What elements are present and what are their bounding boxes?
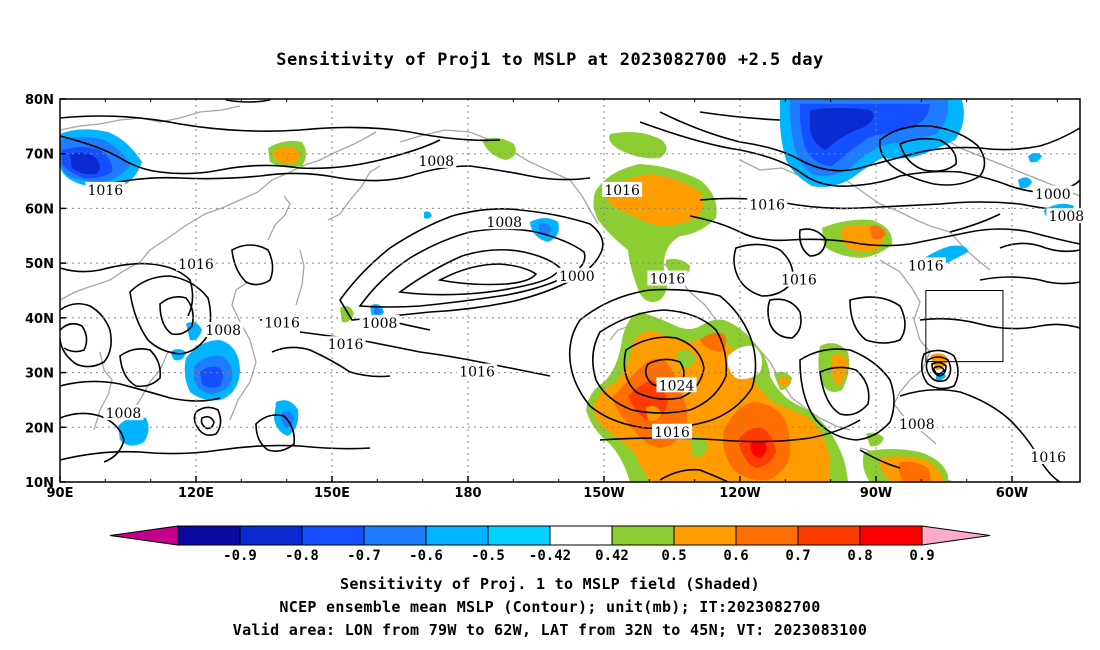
colorbar-segment — [239, 525, 303, 546]
contour-label: 1000 — [1035, 187, 1071, 203]
contour-label: 1016 — [749, 198, 785, 214]
contour-label-bg — [656, 377, 697, 393]
contour-label: 1016 — [178, 257, 214, 273]
lat-tick-label: 30N — [25, 367, 54, 382]
contour-label-bg — [747, 196, 788, 212]
lon-tick-label: 120W — [719, 486, 760, 501]
contour-label-bg — [262, 314, 303, 330]
plot-frame — [59, 98, 1081, 483]
caption-valid-area: Valid area: LON from 79W to 62W, LAT fro… — [232, 621, 868, 639]
lat-tick-label: 70N — [25, 148, 54, 163]
contour-label-bg — [484, 214, 525, 230]
contour-label-bg — [325, 336, 366, 352]
lon-tick-label: 150E — [314, 486, 350, 501]
contour-label-bg — [457, 363, 498, 379]
colorbar-segment — [487, 525, 551, 546]
lat-lon-grid — [60, 99, 1080, 482]
contour-label-bg — [85, 181, 126, 197]
contour-label-bg — [416, 152, 457, 168]
colorbar-label: 0.42 — [595, 548, 629, 564]
contour-label-bg — [647, 270, 688, 286]
lon-tick-label: 90E — [47, 486, 74, 501]
colorbar-label: -0.42 — [529, 548, 571, 564]
lat-tick-label: 20N — [25, 421, 54, 436]
contour-label-bg — [1028, 448, 1069, 464]
colorbar-label: -0.6 — [409, 548, 443, 564]
contour-label-bg — [602, 181, 643, 197]
colorbar-segment — [177, 525, 241, 546]
colorbar-label: -0.8 — [285, 548, 319, 564]
contour-label: 1016 — [88, 183, 124, 199]
contour-label: 1016 — [604, 183, 640, 199]
contour-label: 1008 — [205, 323, 241, 339]
caption-contour: NCEP ensemble mean MSLP (Contour); unit(… — [279, 598, 821, 616]
lat-tick-label: 60N — [25, 202, 54, 217]
map-title: Sensitivity of Proj1 to MSLP at 20230827… — [276, 50, 824, 70]
lon-tick-label: 60W — [996, 486, 1028, 501]
lon-tick-label: 120E — [178, 486, 214, 501]
colorbar-high-extend — [921, 525, 991, 546]
colorbar-label: -0.9 — [223, 548, 257, 564]
contour-label: 1008 — [899, 417, 935, 433]
colorbar: -0.9 -0.8 -0.7 -0.6 -0.5 -0.42 0.42 0.5 0.6 0.7 0.… — [109, 525, 991, 564]
contour-label-bg — [203, 321, 244, 337]
colorbar-label: 0.5 — [661, 548, 686, 564]
contour-label: 1016 — [328, 337, 364, 353]
contour-label-bg — [652, 423, 692, 439]
colorbar-segment — [425, 525, 489, 546]
contour-label: 1008 — [362, 316, 398, 332]
contour-label: 1016 — [264, 315, 300, 331]
colorbar-segment — [611, 525, 675, 546]
lat-tick-label: 80N — [25, 93, 54, 108]
valid-area-box — [925, 290, 1004, 363]
colorbar-label: -0.7 — [347, 548, 381, 564]
contour-label: 1016 — [459, 365, 495, 381]
lat-tick-label: 40N — [25, 312, 54, 327]
contour-label-bg — [103, 405, 144, 421]
colorbar-segment — [549, 525, 613, 546]
colorbar-segment — [735, 525, 799, 546]
contour-label: 1008 — [486, 215, 522, 231]
contour-label: 1016 — [654, 425, 690, 441]
colorbar-low-extend — [109, 525, 179, 546]
colorbar-label: 0.7 — [785, 548, 810, 564]
colorbar-label: 0.9 — [909, 548, 934, 564]
colorbar-segment — [301, 525, 365, 546]
contour-label-bg — [896, 416, 937, 432]
contour-label: 1008 — [106, 406, 142, 422]
contour-label-bg — [176, 255, 216, 271]
lon-tick-label: 180 — [454, 486, 481, 501]
colorbar-segment — [363, 525, 427, 546]
contour-label-bg — [1032, 185, 1073, 201]
contour-label: 1008 — [1049, 209, 1085, 225]
colorbar-label: 0.6 — [723, 548, 748, 564]
contour-label-bg — [359, 314, 400, 330]
contour-label: 1016 — [908, 258, 944, 274]
lon-tick-label: 150W — [583, 486, 624, 501]
colorbar-segment — [797, 525, 861, 546]
contour-label: 1016 — [781, 273, 817, 289]
positive-sensitivity-shading — [268, 132, 948, 482]
contour-labels: 1008 1016 1016 1016 1000 1008 1008 1016 1000 1016… — [85, 152, 1087, 466]
contour-label: 1024 — [659, 378, 695, 394]
caption-shaded: Sensitivity of Proj. 1 to MSLP field (Sh… — [340, 575, 760, 593]
colorbar-label: -0.5 — [471, 548, 505, 564]
contour-label-bg — [1046, 208, 1087, 224]
colorbar-label: 0.8 — [847, 548, 872, 564]
colorbar-segment — [859, 525, 923, 546]
contour-label: 1000 — [559, 269, 595, 285]
axis-ticks: 90E 120E 150E 180 150W 120W 90W 60W 80N 70N 60N 50N… — [25, 93, 1058, 501]
lat-tick-label: 50N — [25, 257, 54, 272]
contour-label-bg — [905, 257, 946, 273]
contour-label-bg — [778, 271, 819, 287]
contour-label: 1008 — [418, 154, 454, 170]
lon-tick-label: 90W — [860, 486, 892, 501]
colorbar-segment — [673, 525, 737, 546]
contour-label-bg — [556, 267, 597, 283]
contour-label: 1016 — [1030, 450, 1066, 466]
lat-tick-label: 10N — [25, 476, 54, 491]
contour-label: 1016 — [650, 272, 686, 288]
